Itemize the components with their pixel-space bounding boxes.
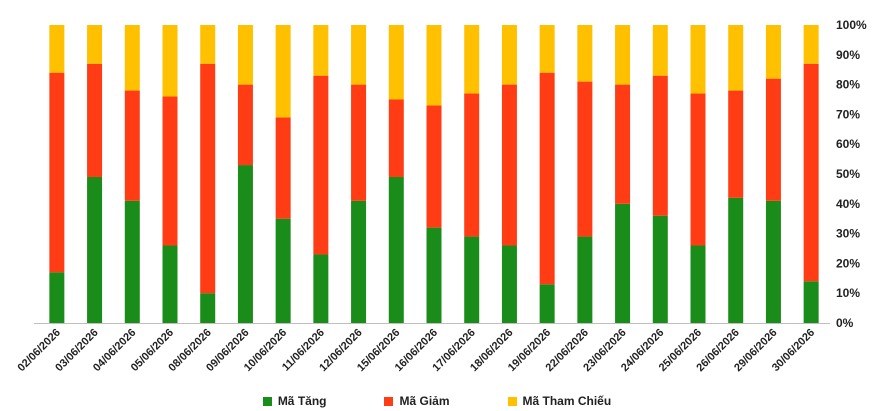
- y-tick-label: 30%: [836, 227, 860, 241]
- bar-segment-tham-chieu: [200, 25, 216, 64]
- y-tick-label: 70%: [836, 107, 860, 121]
- bar-segment-tang: [237, 165, 253, 323]
- bar-segment-tham-chieu: [464, 25, 480, 94]
- bar-segment-tang: [464, 236, 480, 323]
- y-tick-label: 100%: [836, 18, 867, 32]
- bar-segment-tang: [49, 272, 65, 323]
- bar-segment-giam: [124, 90, 140, 201]
- bar-segment-tang: [539, 284, 555, 323]
- bar-segment-giam: [237, 84, 253, 166]
- bar-segment-tham-chieu: [690, 25, 706, 94]
- bar-segment-tham-chieu: [124, 25, 140, 91]
- y-tick-label: 90%: [836, 48, 860, 62]
- bar-segment-giam: [49, 72, 65, 273]
- bar-segment-tang: [162, 245, 178, 323]
- chart-canvas: 02/06/202603/06/202604/06/202605/06/2026…: [16, 18, 867, 374]
- bar-segment-giam: [464, 93, 480, 237]
- bar-segment-tang: [426, 227, 442, 323]
- y-tick-label: 60%: [836, 137, 860, 151]
- bar-segment-tham-chieu: [275, 25, 291, 118]
- bar-segment-tang: [765, 200, 781, 323]
- legend-item: Mã Tăng: [262, 393, 327, 409]
- bar-segment-tham-chieu: [162, 25, 178, 97]
- bar-segment-giam: [162, 96, 178, 246]
- bar-segment-tham-chieu: [803, 25, 819, 64]
- bar-segment-tham-chieu: [539, 25, 555, 73]
- bar-segment-tham-chieu: [615, 25, 631, 85]
- y-tick-label: 20%: [836, 256, 860, 270]
- bar-segment-tang: [652, 215, 668, 323]
- bar-segment-tang: [200, 293, 216, 323]
- bar-segment-giam: [87, 63, 103, 177]
- bar-segment-giam: [765, 78, 781, 201]
- legend-swatch: [507, 396, 517, 406]
- bar-segment-tang: [690, 245, 706, 323]
- legend-item: Mã Giảm: [384, 393, 450, 409]
- legend-label: Mã Tham Chiếu: [522, 394, 612, 408]
- bar-segment-giam: [275, 117, 291, 219]
- legend-item: Mã Tham Chiếu: [507, 393, 612, 409]
- bar-segment-giam: [351, 84, 367, 201]
- bar-segment-tham-chieu: [388, 25, 404, 100]
- bar-segment-tang: [577, 236, 593, 323]
- bar-segment-tham-chieu: [49, 25, 65, 73]
- bar-segment-giam: [501, 84, 517, 246]
- bar-segment-giam: [313, 75, 329, 255]
- bar-segment-tham-chieu: [426, 25, 442, 106]
- y-tick-label: 50%: [836, 167, 860, 181]
- legend-swatch: [384, 396, 394, 406]
- bar-segment-giam: [539, 72, 555, 285]
- bar-segment-tang: [124, 200, 140, 323]
- legend-label: Mã Giảm: [399, 394, 450, 408]
- legend-swatch: [262, 396, 272, 406]
- bar-segment-tham-chieu: [577, 25, 593, 82]
- bar-segment-giam: [728, 90, 744, 198]
- bar-segment-giam: [388, 99, 404, 177]
- bar-segment-tham-chieu: [501, 25, 517, 85]
- bar-segment-tang: [275, 218, 291, 323]
- y-tick-label: 80%: [836, 78, 860, 92]
- bar-segment-giam: [615, 84, 631, 204]
- bar-segment-giam: [690, 93, 706, 246]
- bar-segment-tang: [313, 254, 329, 323]
- bar-segment-giam: [803, 63, 819, 282]
- bar-segment-giam: [652, 75, 668, 216]
- bar-segment-tham-chieu: [652, 25, 668, 76]
- y-tick-label: 0%: [836, 316, 854, 330]
- bar-segment-tham-chieu: [87, 25, 103, 64]
- y-tick-label: 40%: [836, 197, 860, 211]
- bar-segment-giam: [577, 81, 593, 237]
- bar-segment-tang: [728, 197, 744, 323]
- bar-segment-tang: [351, 200, 367, 323]
- bar-segment-tang: [501, 245, 517, 323]
- bar-segment-tham-chieu: [237, 25, 253, 85]
- bar-segment-tang: [388, 176, 404, 323]
- y-tick-label: 10%: [836, 286, 860, 300]
- legend-label: Mã Tăng: [277, 394, 327, 408]
- bar-segment-tham-chieu: [728, 25, 744, 91]
- bar-segment-tham-chieu: [313, 25, 329, 76]
- bar-segment-tang: [87, 176, 103, 323]
- bar-segment-giam: [200, 63, 216, 294]
- chart-legend: Mã Tăng Mã Giảm Mã Tham Chiếu: [0, 393, 874, 409]
- bar-segment-tang: [615, 203, 631, 323]
- bar-segment-tham-chieu: [351, 25, 367, 85]
- bar-segment-tham-chieu: [765, 25, 781, 79]
- bar-segment-giam: [426, 105, 442, 228]
- bar-segment-tang: [803, 281, 819, 323]
